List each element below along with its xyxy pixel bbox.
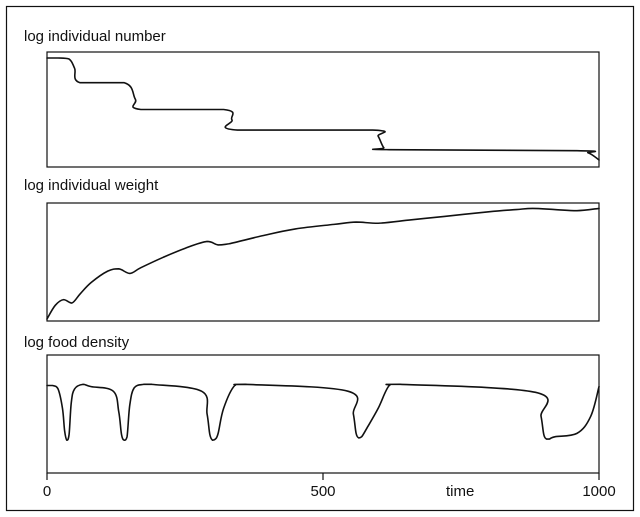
- series-line-2: [46, 207, 600, 320]
- panel-3-frame: [46, 354, 600, 474]
- x-axis: 0 500 1000: [43, 473, 616, 500]
- panel-3-plot: [46, 383, 600, 442]
- x-tick-label-1000: 1000: [582, 483, 615, 500]
- panel-1-plot: [46, 57, 600, 161]
- panel-2-plot: [46, 207, 600, 320]
- series-line-3: [46, 383, 600, 442]
- panel-2-title: log individual weight: [24, 177, 159, 194]
- x-tick-label-0: 0: [43, 483, 51, 500]
- outer-border: [5, 5, 635, 512]
- panel-1-frame: [46, 51, 600, 168]
- x-axis-label: time: [446, 483, 474, 500]
- panel-1-title: log individual number: [24, 28, 166, 45]
- x-tick-label-500: 500: [310, 483, 335, 500]
- panel-2-frame: [46, 202, 600, 322]
- panel-3-title: log food density: [24, 334, 130, 351]
- series-line-1: [46, 57, 600, 161]
